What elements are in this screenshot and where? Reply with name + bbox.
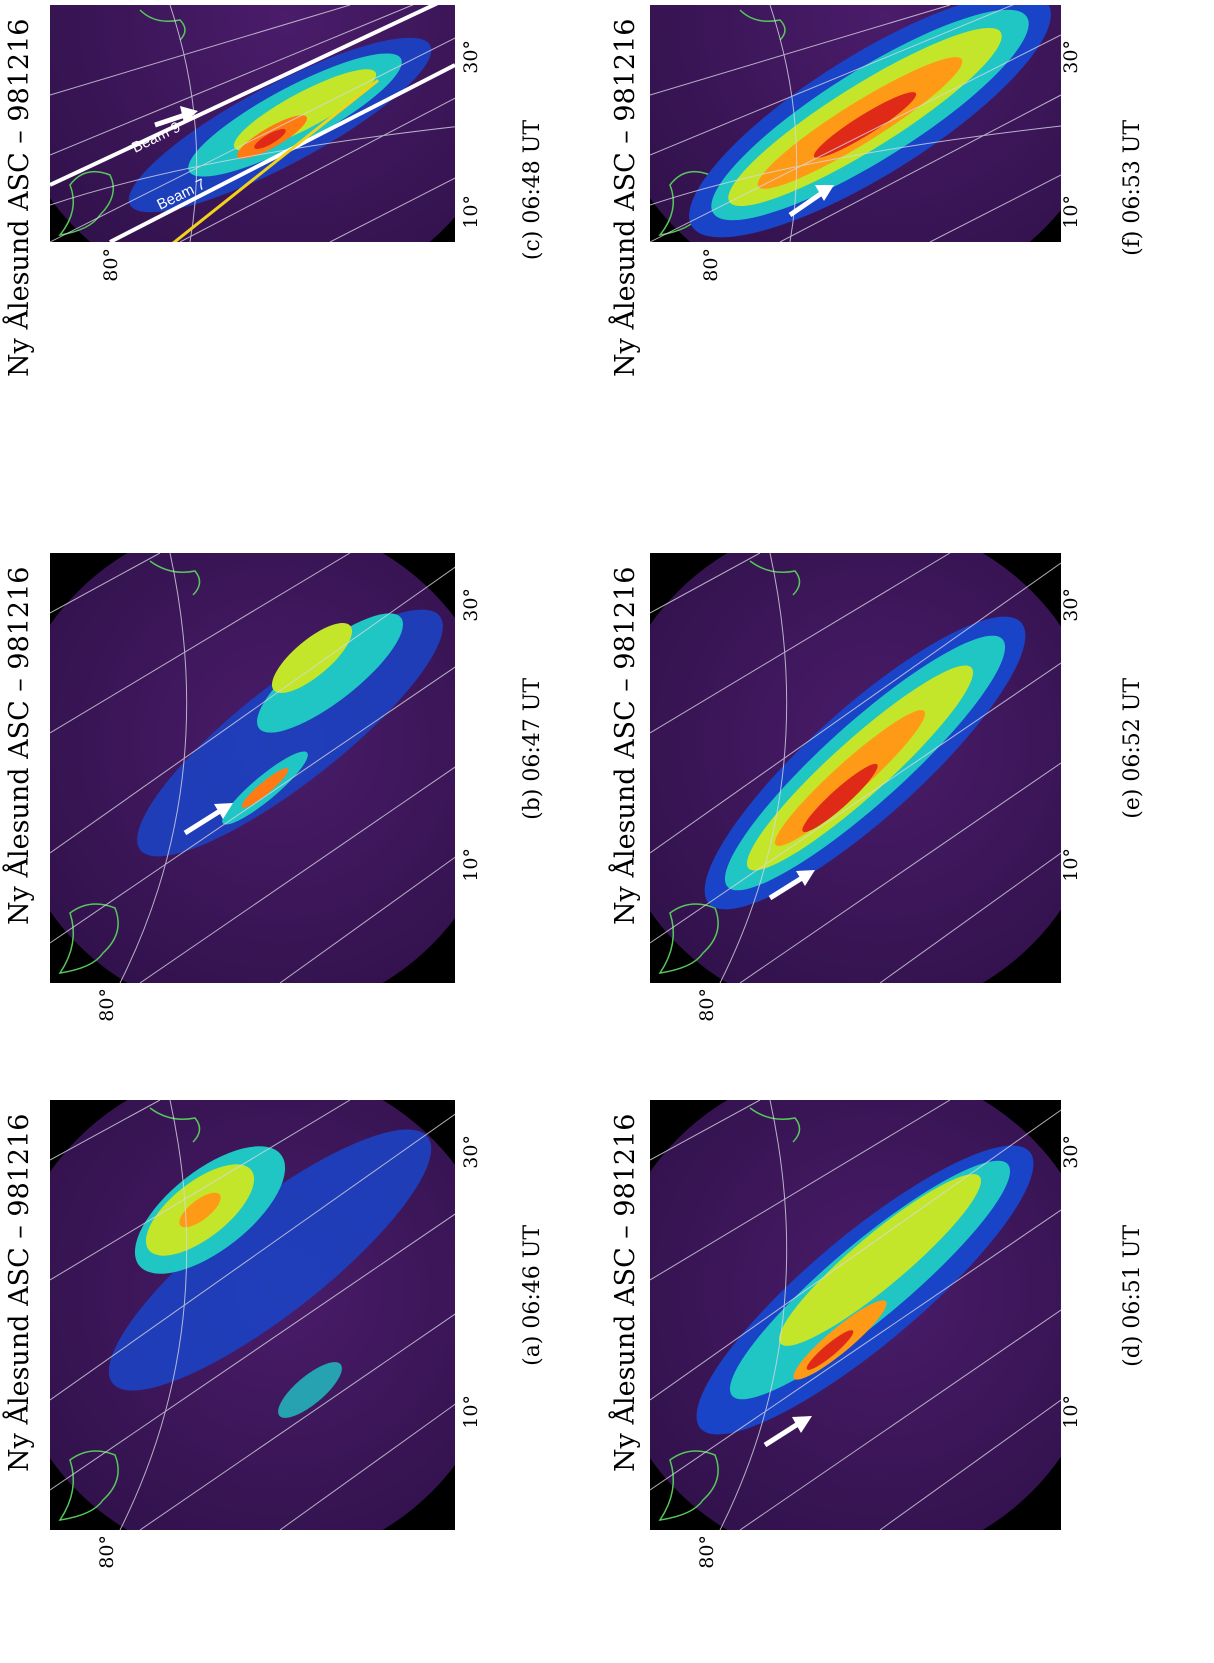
panel-c: Ny Ålesund ASC – 981216 Beam 9 Beam 7 bbox=[0, 0, 545, 560]
panel-title: Ny Ålesund ASC – 981216 bbox=[4, 566, 35, 925]
panel-caption: (d) 06:51 UT bbox=[1120, 1225, 1145, 1367]
allsky-image: Beam 9 Beam 7 bbox=[50, 5, 455, 242]
panel-caption: (e) 06:52 UT bbox=[1120, 678, 1145, 819]
lon-label-10: 10° bbox=[1060, 1395, 1082, 1429]
panel-title: Ny Ålesund ASC – 981216 bbox=[610, 18, 641, 377]
arrow bbox=[763, 1416, 812, 1448]
panel-title: Ny Ålesund ASC – 981216 bbox=[4, 1113, 35, 1472]
panel-caption: (a) 06:46 UT bbox=[520, 1225, 545, 1366]
panel-f: Ny Ålesund ASC – 981216 10° 30° (f) 06:5… bbox=[606, 0, 1145, 560]
lat-label-80: 80° bbox=[96, 1535, 118, 1569]
panel-caption: (b) 06:47 UT bbox=[520, 678, 545, 820]
lon-label-30: 30° bbox=[460, 1135, 482, 1169]
panel-caption: (c) 06:48 UT bbox=[520, 120, 545, 261]
lon-label-10: 10° bbox=[460, 1395, 482, 1429]
allsky-image bbox=[50, 1100, 455, 1530]
lat-label-80: 80° bbox=[100, 248, 122, 282]
lon-label-30: 30° bbox=[460, 588, 482, 622]
arrow bbox=[788, 185, 834, 218]
arrow bbox=[768, 870, 815, 901]
lat-label-80: 80° bbox=[700, 248, 722, 282]
panel-b: Ny Ålesund ASC – 981216 10° 30° (b) 06:4… bbox=[0, 548, 545, 1108]
panel-e: Ny Ålesund ASC – 981216 10° 30° (e) 06:5… bbox=[606, 548, 1145, 1108]
panel-title: Ny Ålesund ASC – 981216 bbox=[4, 18, 35, 377]
lat-label-80: 80° bbox=[696, 1535, 718, 1569]
aurora-arc bbox=[696, 1145, 1034, 1435]
panel-title: Ny Ålesund ASC – 981216 bbox=[610, 1113, 641, 1472]
lon-label-10: 10° bbox=[1060, 195, 1082, 229]
allsky-image bbox=[650, 553, 1061, 983]
allsky-image bbox=[50, 553, 455, 983]
aurora-arc bbox=[137, 609, 443, 857]
lon-label-10: 10° bbox=[460, 848, 482, 882]
lon-label-10: 10° bbox=[1060, 848, 1082, 882]
lat-label-80: 80° bbox=[696, 988, 718, 1022]
panel-d: Ny Ålesund ASC – 981216 10° 30° (d) 06:5… bbox=[606, 1095, 1145, 1655]
lat-label-80: 80° bbox=[96, 988, 118, 1022]
allsky-image bbox=[650, 5, 1061, 242]
panel-caption: (f) 06:53 UT bbox=[1120, 120, 1145, 256]
allsky-image bbox=[650, 1100, 1061, 1530]
lon-label-30: 30° bbox=[460, 40, 482, 74]
lon-label-30: 30° bbox=[1060, 40, 1082, 74]
aurora-arc bbox=[108, 1129, 432, 1418]
aurora-arc bbox=[704, 616, 1026, 910]
lon-label-30: 30° bbox=[1060, 588, 1082, 622]
lon-label-10: 10° bbox=[460, 195, 482, 229]
arrow bbox=[154, 106, 198, 128]
panel-a: Ny Ålesund ASC – 981216 10° 30° (a) 06:4… bbox=[0, 1095, 545, 1655]
panel-title: Ny Ålesund ASC – 981216 bbox=[610, 566, 641, 925]
arrow bbox=[183, 803, 233, 836]
lon-label-30: 30° bbox=[1060, 1135, 1082, 1169]
